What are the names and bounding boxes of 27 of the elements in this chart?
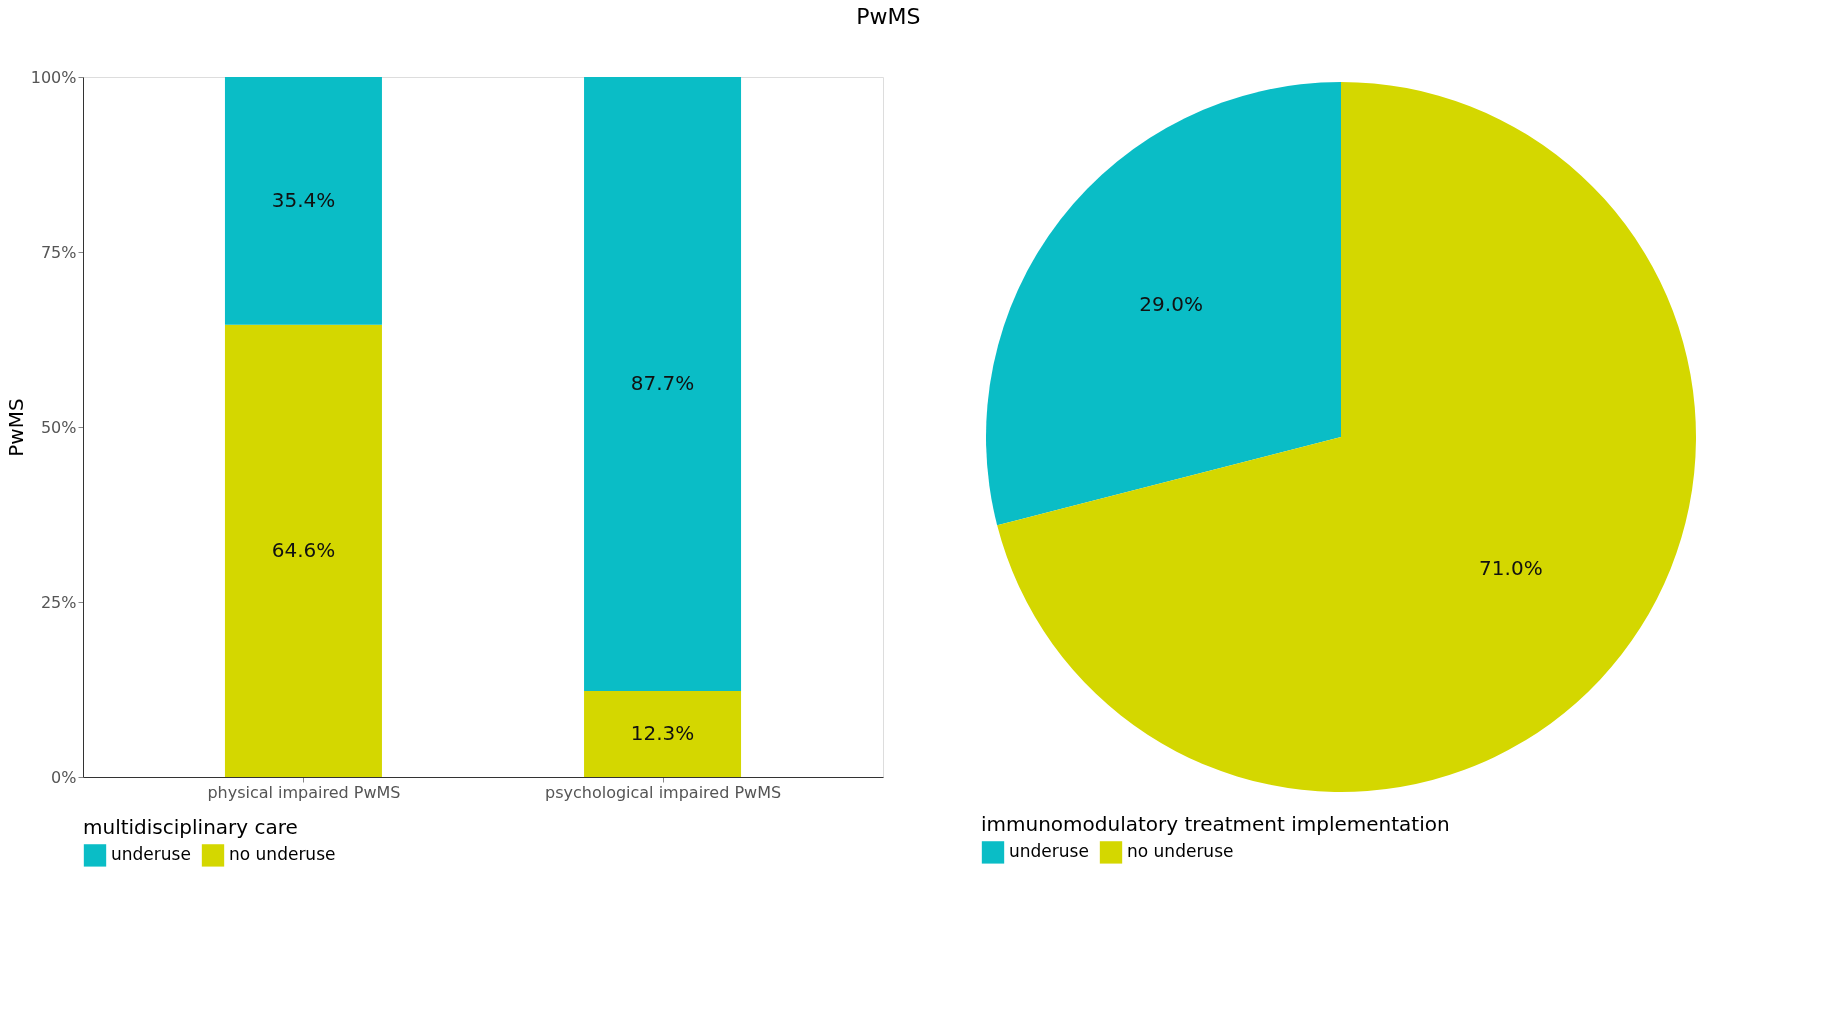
legend-label: no underuse xyxy=(1127,841,1234,862)
data-label: 87.7% xyxy=(630,370,695,395)
bar xyxy=(224,77,382,325)
data-label: 71.0% xyxy=(1479,555,1543,580)
legend-title: multidisciplinary care xyxy=(83,815,298,839)
bar xyxy=(584,77,742,691)
legend-label: no underuse xyxy=(229,844,336,865)
legend-label: underuse xyxy=(111,844,191,865)
chart-title: PwMS xyxy=(856,4,921,29)
y-tick-label: 75% xyxy=(40,242,77,262)
data-label: 64.6% xyxy=(271,537,336,562)
pie-slice xyxy=(986,82,1341,526)
data-label: 29.0% xyxy=(1139,292,1203,317)
pie-slice xyxy=(997,82,1696,792)
bar xyxy=(584,690,742,777)
y-tick-label: 100% xyxy=(30,67,77,87)
data-label: 12.3% xyxy=(630,720,695,745)
x-tick-label: physical impaired PwMS xyxy=(207,782,401,802)
bar xyxy=(224,324,382,777)
y-tick-label: 25% xyxy=(40,592,77,612)
y-axis-title: PwMS xyxy=(3,398,28,457)
data-label: 35.4% xyxy=(271,187,336,212)
y-tick-label: 50% xyxy=(40,417,77,437)
y-tick-label: 0% xyxy=(51,767,77,787)
legend-label: underuse xyxy=(1009,841,1089,862)
x-tick-label: psychological impaired PwMS xyxy=(544,782,782,802)
legend-title: immunomodulatory treatment implementation xyxy=(981,812,1450,836)
